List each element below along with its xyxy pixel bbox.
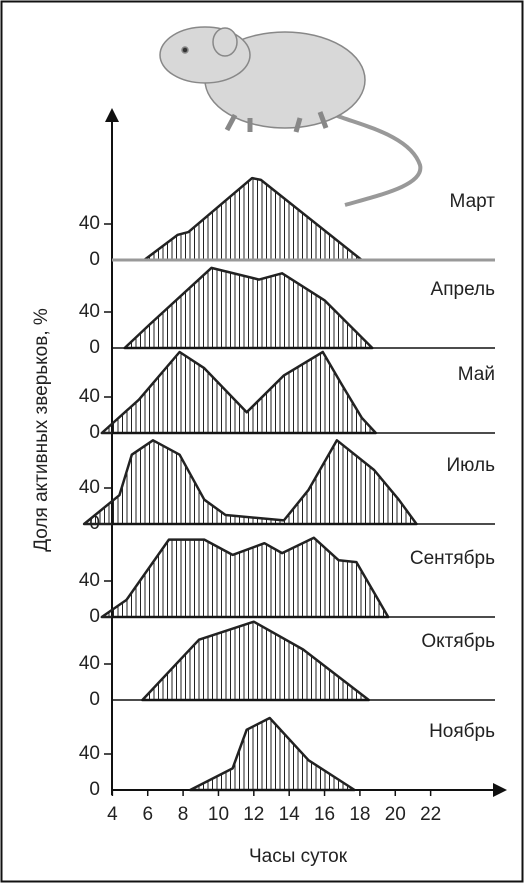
panel-label: Май xyxy=(458,364,495,385)
x-tick-label: 6 xyxy=(142,804,153,825)
x-tick-label: 16 xyxy=(314,804,335,825)
y-tick-label: 0 xyxy=(89,606,100,627)
panel-label: Апрель xyxy=(431,279,496,300)
area xyxy=(188,716,356,792)
area xyxy=(141,620,371,702)
x-tick-label: 10 xyxy=(208,804,229,825)
y-tick-label: 0 xyxy=(89,337,100,358)
y-tick-label: 40 xyxy=(79,743,100,764)
x-tick-label: 22 xyxy=(420,804,441,825)
y-axis-label: Доля активных зверьков, % xyxy=(31,308,52,552)
area xyxy=(123,266,374,350)
area xyxy=(100,536,390,619)
rat-illustration xyxy=(159,26,423,207)
panel-label: Июль xyxy=(447,455,496,476)
y-tick-label: 40 xyxy=(79,386,100,407)
area xyxy=(82,439,418,526)
x-tick-label: 14 xyxy=(279,804,301,825)
x-tick-label: 20 xyxy=(385,804,406,825)
panel-label: Март xyxy=(450,191,496,212)
area xyxy=(100,350,378,435)
panel-label: Сентябрь xyxy=(410,548,495,569)
y-tick-label: 40 xyxy=(79,301,100,322)
y-tick-label: 0 xyxy=(89,422,100,443)
y-tick-label: 40 xyxy=(79,570,100,591)
y-tick-label: 40 xyxy=(79,477,100,498)
y-tick-label: 40 xyxy=(79,213,100,234)
x-tick-label: 18 xyxy=(349,804,370,825)
y-tick-label: 0 xyxy=(89,249,100,270)
y-tick-label: 0 xyxy=(89,513,100,534)
x-tick-label: 12 xyxy=(243,804,264,825)
y-tick-label: 0 xyxy=(89,689,100,710)
y-tick-label: 0 xyxy=(89,779,100,800)
panel-label: Ноябрь xyxy=(429,721,495,742)
y-tick-label: 40 xyxy=(79,653,100,674)
area xyxy=(142,176,363,262)
x-axis-label: Часы суток xyxy=(249,846,348,867)
panel-label: Октябрь xyxy=(421,631,495,652)
x-tick-label: 4 xyxy=(107,804,118,825)
x-tick-label: 8 xyxy=(178,804,189,825)
